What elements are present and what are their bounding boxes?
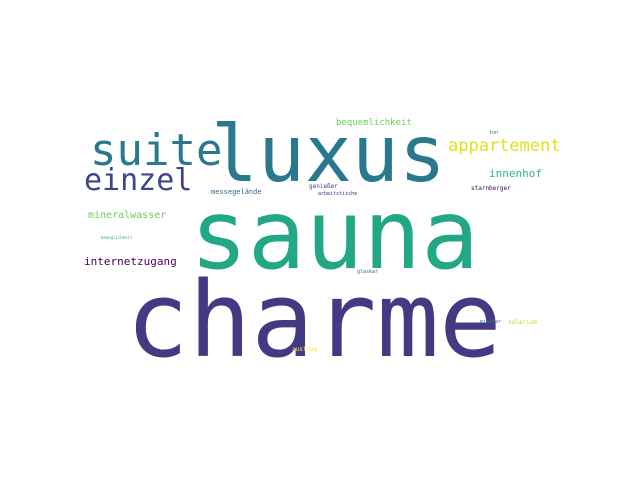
word-solarium: solarium [508, 319, 537, 326]
word-internetzugang: internetzugang [84, 255, 177, 268]
word-suite: suite [90, 125, 223, 176]
word-geniesser: genießer [309, 183, 338, 190]
word-sauna: sauna [190, 179, 479, 291]
word-starnberger: starnberger [471, 185, 511, 192]
word-minibar: minibar [480, 319, 502, 325]
word-einzel: einzel [84, 163, 193, 198]
word-charme: charme [126, 259, 502, 381]
word-appartement: appartement [448, 136, 561, 156]
word-messegelande: messegelände [211, 188, 262, 196]
word-innenhof: innenhof [489, 167, 542, 180]
word-bequemlichkeit: bequemlichkeit [336, 118, 412, 128]
word-luxus: luxus [211, 110, 446, 200]
word-mineralwasser: mineralwasser [88, 210, 167, 221]
word-ton: ton [489, 130, 499, 136]
word-glaskar: glaskar [357, 269, 379, 275]
word-arbeitstische: arbeitstische [318, 191, 358, 197]
word-beweglichkeit: beweglichkeit [101, 235, 133, 240]
word-ausflug: ausflug [292, 346, 318, 353]
